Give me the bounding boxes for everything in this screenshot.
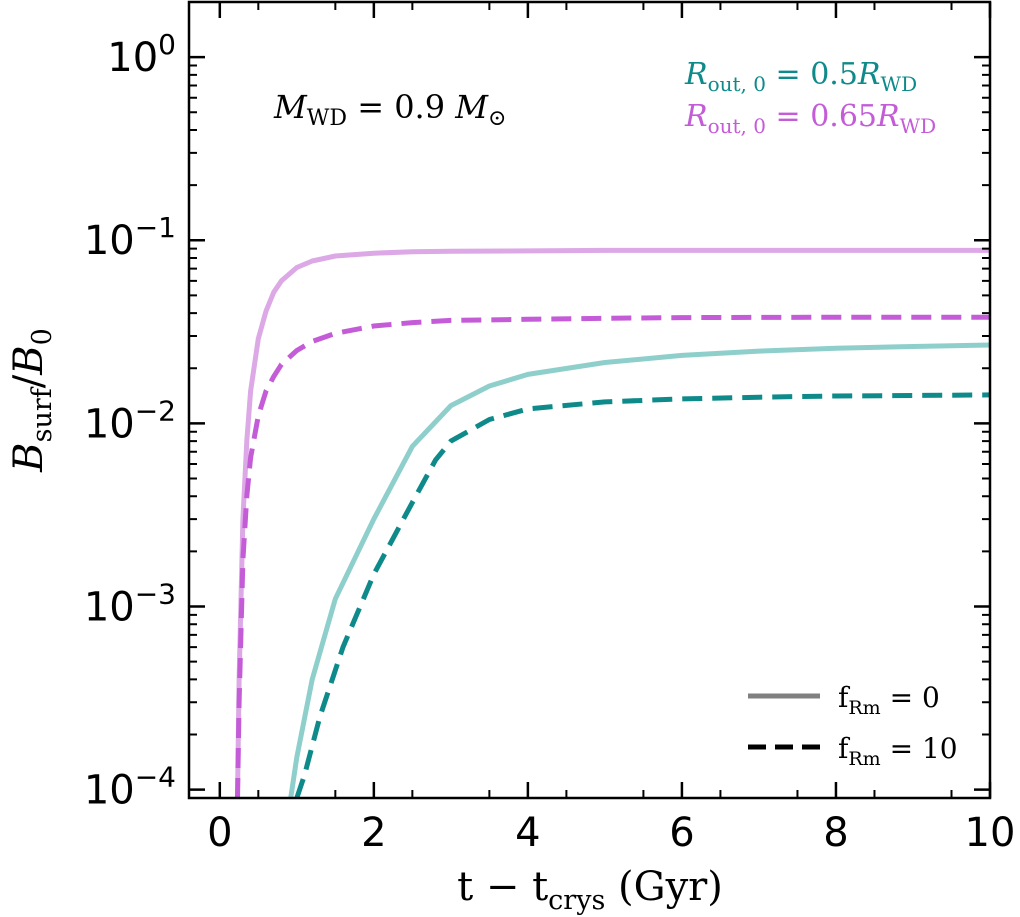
series-line-2 [288, 342, 991, 799]
y-tick-label: 10−4 [84, 761, 176, 814]
axis-ticks: 0 2 4 6 8 10 100 10−1 10−2 10−3 10−4 [84, 1, 1016, 856]
legend-radius-0.5: Rout, 0 = 0.5RWD [684, 57, 917, 96]
series-line-0 [235, 247, 990, 799]
y-tick-label: 10−3 [84, 577, 176, 630]
legend-fRm-0: fRm = 0 [838, 681, 940, 719]
x-tick-label: 8 [823, 810, 848, 856]
x-tick-label: 4 [515, 810, 540, 856]
x-tick-label: 10 [965, 810, 1016, 856]
x-tick-label: 2 [361, 810, 386, 856]
y-tick-label: 100 [107, 28, 176, 81]
series-lines [235, 247, 991, 799]
series-line-3 [294, 392, 991, 799]
y-tick-label: 10−1 [84, 211, 176, 264]
legend-radius-0.65: Rout, 0 = 0.65RWD [684, 99, 936, 138]
y-axis-label: Bsurf/B0 [6, 328, 58, 473]
plot-frame [187, 0, 992, 800]
series-line-1 [235, 314, 990, 799]
y-tick-label: 10−2 [84, 394, 176, 447]
x-axis-label: t − tcrys (Gyr) [457, 864, 723, 916]
mass-annotation: MWD = 0.9 M⊙ [273, 88, 506, 131]
legend-fRm-10: fRm = 10 [838, 732, 958, 770]
x-tick-label: 0 [207, 810, 232, 856]
x-tick-label: 6 [669, 810, 694, 856]
